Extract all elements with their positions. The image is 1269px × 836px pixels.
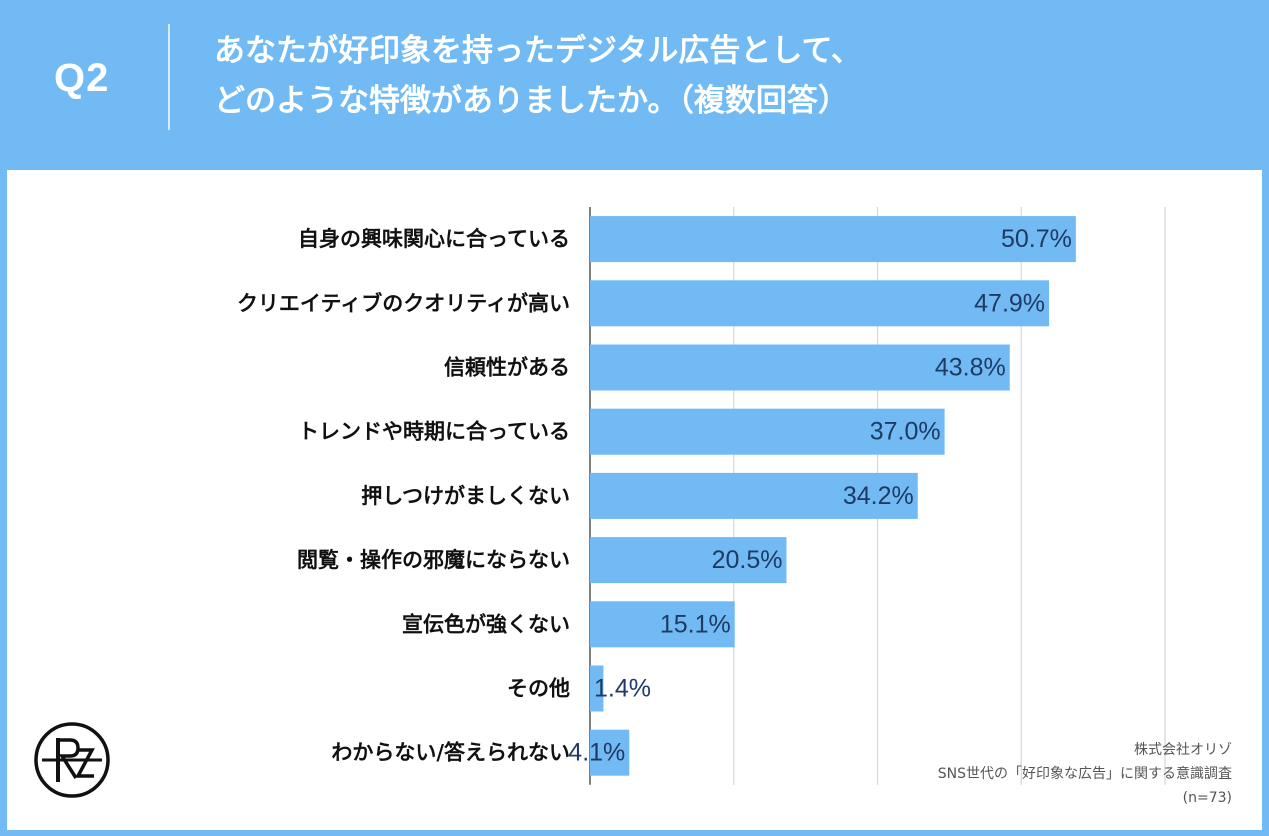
value-label: 15.1% xyxy=(660,610,731,638)
bar xyxy=(590,601,735,648)
bar xyxy=(590,280,1050,327)
category-label: 閲覧・操作の邪魔にならない xyxy=(297,548,570,572)
source-sample: (n=73) xyxy=(1182,790,1232,806)
value-label: 34.2% xyxy=(843,482,914,510)
source-survey: SNS世代の「好印象な広告」に関する意識調査 xyxy=(937,766,1232,782)
chart-panel: 自身の興味関心に合っている 50.7% クリエイティブのクオリティが高い 47.9% 信… xyxy=(7,170,1262,830)
category-label: 押しつけがましくない xyxy=(361,484,570,508)
value-label: 4.1% xyxy=(568,739,625,767)
bar xyxy=(590,472,918,519)
question-title-line-2: どのような特徴がありましたか。（複数回答） xyxy=(214,83,849,119)
category-label: 宣伝色が強くない xyxy=(402,612,570,636)
category-label: トレンドや時期に合っている xyxy=(298,420,570,444)
value-label: 43.8% xyxy=(935,354,1006,382)
source-note: 株式会社オリゾ SNS世代の「好印象な広告」に関する意識調査 (n=73) xyxy=(938,738,1232,810)
bar xyxy=(590,729,630,776)
question-number: Q2 xyxy=(54,56,110,100)
header-divider xyxy=(168,24,170,130)
bar xyxy=(590,344,1010,391)
bar xyxy=(590,408,945,455)
bar-chart: 自身の興味関心に合っている 50.7% クリエイティブのクオリティが高い 47.9% 信… xyxy=(237,207,1166,785)
bar xyxy=(590,216,1076,263)
orizo-logo-icon xyxy=(34,722,110,798)
category-label: 信頼性がある xyxy=(444,356,570,380)
category-label: 自身の興味関心に合っている xyxy=(298,227,570,251)
value-label: 1.4% xyxy=(594,675,651,703)
category-label: わからない/答えられない xyxy=(331,741,570,765)
bar xyxy=(590,537,787,584)
value-label: 20.5% xyxy=(712,546,783,574)
value-label: 50.7% xyxy=(1001,225,1072,253)
header-band: Q2 あなたが好印象を持ったデジタル広告として、 どのような特徴がありましたか。… xyxy=(0,0,1269,170)
bar xyxy=(590,665,604,712)
source-company: 株式会社オリゾ xyxy=(1134,742,1232,758)
question-title: あなたが好印象を持ったデジタル広告として、 どのような特徴がありましたか。（複数… xyxy=(214,26,1234,126)
value-label: 47.9% xyxy=(974,289,1045,317)
category-label: クリエイティブのクオリティが高い xyxy=(237,291,570,315)
value-label: 37.0% xyxy=(870,418,941,446)
category-label: その他 xyxy=(507,677,570,701)
question-title-line-1: あなたが好印象を持ったデジタル広告として、 xyxy=(214,33,862,69)
